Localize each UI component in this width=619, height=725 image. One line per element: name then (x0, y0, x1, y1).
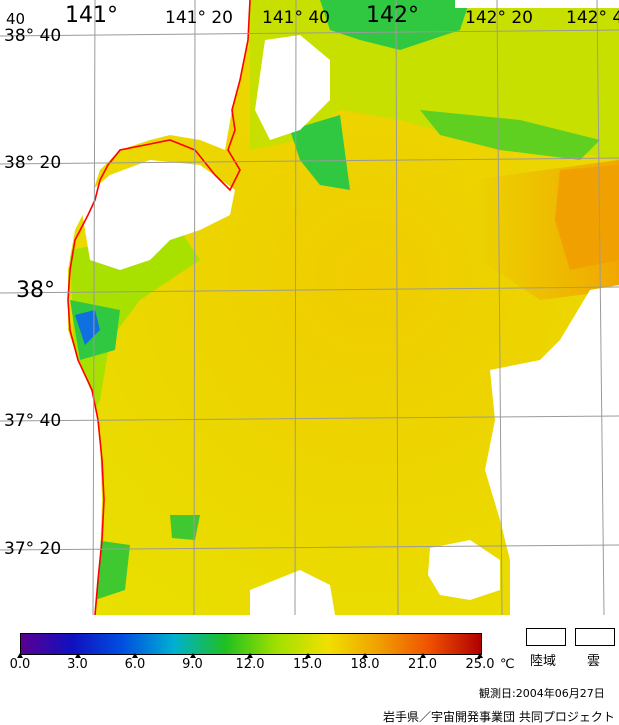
parallel (0, 415, 619, 422)
scale-tick-label: 15.0 (293, 657, 322, 672)
longitude-label: 142° (366, 3, 419, 28)
cloud-area (255, 35, 330, 140)
longitude-label: 141° 20 (165, 8, 233, 28)
scale-tick-mark (189, 653, 196, 658)
land-swatch (526, 628, 566, 646)
meridian (596, 0, 605, 615)
land-swatch-label: 陸域 (530, 654, 557, 669)
scale-tick-label: 9.0 (182, 657, 203, 672)
parallel (0, 157, 619, 165)
longitude-label: 142° 20 (465, 8, 533, 28)
coastal-green-water (95, 540, 130, 600)
latitude-label: 38° 40 (4, 26, 62, 46)
coastline (67, 0, 251, 615)
scale-tick-mark (17, 653, 23, 658)
cloud-area (80, 160, 235, 270)
temperature-color-scale (20, 633, 482, 655)
scale-tick-label: 18.0 (350, 657, 380, 672)
scale-tick-mark (74, 653, 81, 658)
eastern-warm-core (555, 165, 619, 270)
scale-tick-mark (247, 653, 253, 658)
longitude-label: 141° (65, 3, 118, 28)
northern-green-patch (420, 110, 600, 160)
northern-cool-water (250, 0, 619, 160)
parallel (0, 544, 619, 551)
scale-tick-mark (132, 653, 138, 658)
scale-tick-label: 21.0 (408, 657, 437, 672)
latitude-label: 37° 20 (4, 539, 62, 559)
graticule (0, 0, 619, 615)
latitude-label: 38° (16, 278, 55, 303)
cloud-swatch-label: 雲 (587, 654, 601, 669)
scale-tick-label: 25.0 (465, 657, 495, 672)
meridian (92, 0, 96, 615)
credit-line: 岩手県／宇宙開発事業団 共同プロジェクト (383, 710, 615, 724)
sea-surface-temperature-map (0, 0, 619, 615)
scale-tick-label: 3.0 (67, 657, 88, 672)
longitude-label: 142° 4 (566, 8, 619, 28)
land-area (0, 0, 250, 615)
scale-tick-mark (304, 653, 311, 658)
scale-tick-mark (477, 653, 483, 658)
cloud-swatch (575, 628, 615, 646)
coastal-green-water (70, 230, 200, 420)
offshore-green-patch (170, 515, 200, 540)
cloud-area (250, 570, 335, 615)
northern-green-patch (290, 115, 350, 190)
latitude-label: 37° 40 (4, 411, 62, 431)
scale-tick-label: 0.0 (9, 657, 31, 672)
northern-green-patch (320, 0, 470, 50)
scale-tick-mark (362, 653, 368, 658)
parallel (0, 29, 619, 37)
temperature-unit: ℃ (500, 657, 515, 672)
meridian (294, 0, 297, 615)
cloud-area (485, 285, 619, 615)
latitude-label: 38° 20 (4, 153, 62, 173)
corner-label: 40 (6, 10, 26, 28)
scale-tick-label: 6.0 (124, 657, 146, 672)
cloud-area (455, 0, 619, 8)
parallel (0, 286, 619, 294)
scale-tick-mark (419, 653, 426, 658)
scale-tick-label: 12.0 (235, 657, 265, 672)
observation-date: 観測日:2004年06月27日 (479, 687, 605, 700)
longitude-label: 141° 40 (262, 8, 330, 28)
meridian (193, 0, 196, 615)
meridian (496, 0, 503, 615)
cloud-area (428, 540, 500, 600)
meridian (395, 0, 399, 615)
